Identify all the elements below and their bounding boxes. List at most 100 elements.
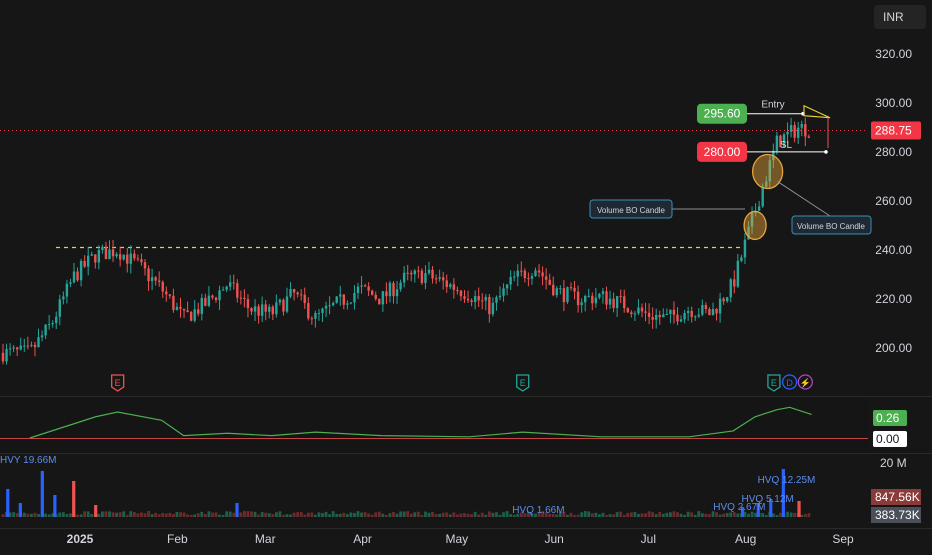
- volume-bar: [161, 512, 165, 517]
- candle-body: [303, 294, 306, 304]
- volume-bar: [331, 511, 335, 517]
- candle-body: [793, 125, 796, 138]
- volume-bar: [797, 501, 801, 517]
- volume-bar: [402, 511, 406, 517]
- candle-body: [690, 310, 693, 317]
- candle-body: [122, 254, 125, 260]
- candle-body: [466, 298, 470, 301]
- candle-body: [8, 348, 12, 350]
- candle-body: [285, 296, 289, 312]
- candle-body: [449, 284, 452, 288]
- candle-body: [87, 255, 90, 267]
- candle-body: [79, 260, 83, 281]
- volume-bar: [26, 513, 30, 517]
- candle-body: [481, 300, 484, 302]
- volume-bar: [342, 512, 346, 517]
- candle-body: [505, 284, 509, 289]
- candle-body: [520, 270, 523, 272]
- currency-label[interactable]: INR: [874, 5, 926, 29]
- candle-body: [672, 309, 676, 315]
- volume-bar: [274, 512, 278, 517]
- volume-bar: [385, 514, 388, 517]
- volume-bar: [377, 511, 381, 517]
- candle-body: [339, 294, 342, 297]
- candle-body: [757, 206, 761, 211]
- candle-body: [491, 302, 495, 315]
- volume-bar: [243, 511, 246, 517]
- volume-bar: [605, 514, 608, 517]
- time-axis-label: Aug: [735, 532, 756, 546]
- candle-body: [314, 313, 317, 319]
- volume-bar: [750, 511, 754, 517]
- candle-body: [204, 297, 207, 306]
- volume-bar: [729, 512, 733, 517]
- oscillator-value: 0.26: [876, 411, 900, 425]
- volume-bar: [512, 514, 516, 517]
- candle-body: [214, 297, 218, 301]
- volume-bar: [640, 513, 644, 517]
- volume-bar: [498, 514, 502, 517]
- callout-leader: [777, 181, 831, 217]
- volume-bar: [374, 512, 378, 517]
- volume-bar: [157, 514, 161, 517]
- candle-body: [392, 282, 395, 297]
- earnings-badge: [767, 374, 781, 392]
- volume-bar: [182, 512, 186, 517]
- volume-bar: [338, 513, 342, 517]
- candle-body: [630, 312, 633, 314]
- volume-bar: [345, 514, 349, 517]
- volume-bar: [722, 513, 726, 517]
- volume-bar: [569, 512, 573, 517]
- volume-bar: [94, 505, 98, 517]
- volume-bar: [800, 514, 804, 517]
- volume-bar: [388, 513, 392, 517]
- candle-body: [495, 297, 498, 303]
- candle-body: [360, 285, 363, 287]
- candle-body: [374, 294, 377, 299]
- volume-bar: [367, 513, 371, 517]
- volume-bar: [775, 514, 779, 517]
- volume-bar: [72, 481, 76, 517]
- candle-body: [168, 294, 172, 296]
- last-price-bg: [871, 121, 921, 140]
- sl-box-bg: [697, 141, 747, 162]
- candle-body: [584, 296, 587, 303]
- volume-axis-label: 20 M: [880, 456, 907, 470]
- volume-bar: [115, 512, 118, 517]
- volume-bar: [420, 514, 424, 517]
- volume-bar: [779, 512, 782, 517]
- candle-body: [623, 296, 626, 309]
- volume-bar: [317, 512, 321, 517]
- candle-body: [296, 292, 299, 295]
- candle-body: [143, 262, 147, 269]
- candle-body: [94, 254, 97, 263]
- oscillator-value-bg: [873, 410, 907, 426]
- candle-body: [765, 181, 768, 188]
- volume-bar: [296, 512, 300, 517]
- volume-bar: [697, 511, 701, 517]
- volume-bar: [487, 511, 491, 517]
- volume-bar: [516, 513, 520, 517]
- candle-body: [637, 307, 640, 314]
- volume-bar: [140, 512, 143, 517]
- candle-body: [768, 160, 771, 182]
- entry-price-box: 295.60: [697, 103, 747, 124]
- candle-body: [321, 308, 324, 313]
- price-tick-label: 300.00: [875, 96, 912, 110]
- volume-bar: [509, 514, 513, 517]
- volume-bar: [18, 503, 22, 517]
- price-tick-label: 200.00: [875, 341, 912, 355]
- volume-bo-callout: Volume BO Candle: [589, 199, 746, 219]
- candle-body: [434, 278, 438, 280]
- volume-bar: [282, 514, 285, 517]
- volume-bar: [619, 511, 623, 517]
- volume-bar: [683, 514, 686, 517]
- candle-body: [733, 279, 736, 287]
- candle-body: [150, 277, 154, 282]
- candle-body: [715, 309, 718, 314]
- volume-bar: [580, 512, 584, 517]
- candle-body: [697, 314, 700, 317]
- volume-bar: [708, 514, 711, 517]
